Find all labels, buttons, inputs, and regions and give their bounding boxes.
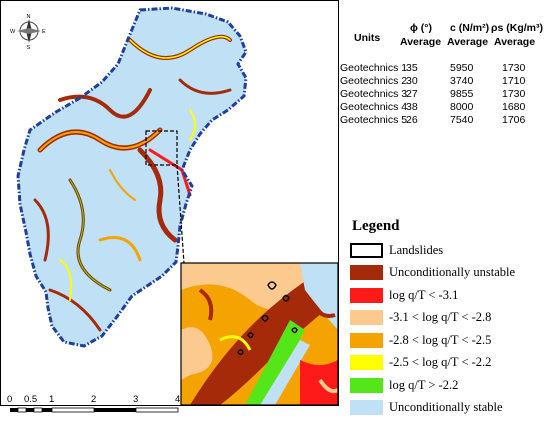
row-rho: 1706 [502, 114, 526, 126]
zoom-box [145, 130, 178, 166]
legend-item: Unconditionally unstable [350, 262, 550, 285]
row-name: Geotechnics 3 [340, 88, 408, 100]
legend-swatch [350, 242, 383, 258]
inset-landslides [237, 281, 298, 356]
row-c: 8000 [450, 101, 474, 113]
row-phi: 35 [406, 62, 418, 74]
legend-swatch [350, 287, 383, 303]
scale-labels: 0 0.5 1 2 3 4 [0, 394, 190, 406]
row-c: 5950 [450, 62, 474, 74]
legend-item: log q/T < -3.1 [350, 284, 550, 307]
legend-title: Legend [352, 218, 400, 234]
west-label: W [10, 29, 16, 35]
legend-item: -3.1 < log q/T < -2.8 [350, 307, 550, 330]
row-c: 7540 [450, 114, 474, 126]
legend-swatch [350, 355, 383, 371]
legend-label: log q/T > -2.2 [389, 377, 459, 392]
row-rho: 1730 [502, 88, 526, 100]
legend-label: log q/T < -3.1 [389, 287, 459, 302]
legend-item: log q/T > -2.2 [350, 374, 550, 397]
row-phi: 26 [406, 114, 418, 126]
header-phi: ϕ (°) [410, 22, 432, 34]
legend-item: -2.5 < log q/T < -2.2 [350, 352, 550, 375]
legend-label: Unconditionally stable [389, 400, 503, 415]
scale-label: 3 [133, 394, 139, 405]
row-phi: 38 [406, 101, 418, 113]
legend-label: Unconditionally unstable [389, 265, 516, 280]
scale-label: 0.5 [24, 394, 38, 405]
row-c: 9855 [450, 88, 474, 100]
legend-label: Landslides [389, 242, 444, 257]
header-rho: ρs (Kg/m³) [491, 22, 543, 34]
header-c: c (N/m²) [450, 22, 490, 34]
header-units: Units [354, 32, 381, 44]
legend-swatch [350, 377, 383, 393]
legend-item: -2.8 < log q/T < -2.5 [350, 329, 550, 352]
header-c-average: Average [447, 36, 489, 48]
south-label: S [27, 45, 31, 51]
legend-label: -2.8 < log q/T < -2.5 [389, 332, 492, 347]
row-phi: 30 [406, 75, 418, 87]
inset-map [180, 262, 339, 406]
row-rho: 1680 [502, 101, 526, 113]
legend: Legend Landslides Unconditionally unstabl… [350, 218, 550, 419]
scale-bar [10, 407, 179, 413]
north-arrow-icon: N S E W [10, 14, 46, 51]
row-rho: 1730 [502, 62, 526, 74]
legend-label: -3.1 < log q/T < -2.8 [389, 310, 492, 325]
legend-swatch [350, 332, 383, 348]
area-boundary [16, 6, 248, 348]
zoom-leader-line [176, 164, 185, 264]
legend-swatch [350, 310, 383, 326]
scale-label: 1 [49, 394, 55, 405]
header-phi-average: Average [400, 36, 442, 48]
north-label: N [27, 14, 31, 20]
row-rho: 1710 [502, 75, 526, 87]
legend-items: Landslides Unconditionally unstable log q/… [350, 239, 550, 419]
header-rho-average: Average [494, 36, 536, 48]
east-label: E [42, 29, 46, 35]
legend-item: Unconditionally stable [350, 397, 550, 420]
legend-label: -2.5 < log q/T < -2.2 [389, 355, 492, 370]
row-name: Geotechnics 2 [340, 75, 408, 87]
row-name: Geotechnics 1 [340, 62, 408, 74]
legend-swatch [350, 400, 383, 416]
row-c: 3740 [450, 75, 474, 87]
scale-label: 0 [7, 394, 13, 405]
scale-label: 2 [91, 394, 97, 405]
legend-swatch [350, 265, 383, 281]
scale-label: 4 [175, 394, 181, 405]
row-phi: 27 [406, 88, 418, 100]
row-name: Geotechnics 5 [340, 114, 408, 126]
row-name: Geotechnics 4 [340, 101, 408, 113]
legend-item: Landslides [350, 239, 550, 262]
